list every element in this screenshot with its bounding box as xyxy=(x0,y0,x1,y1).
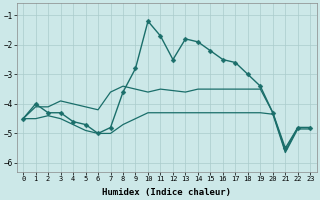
X-axis label: Humidex (Indice chaleur): Humidex (Indice chaleur) xyxy=(102,188,231,197)
